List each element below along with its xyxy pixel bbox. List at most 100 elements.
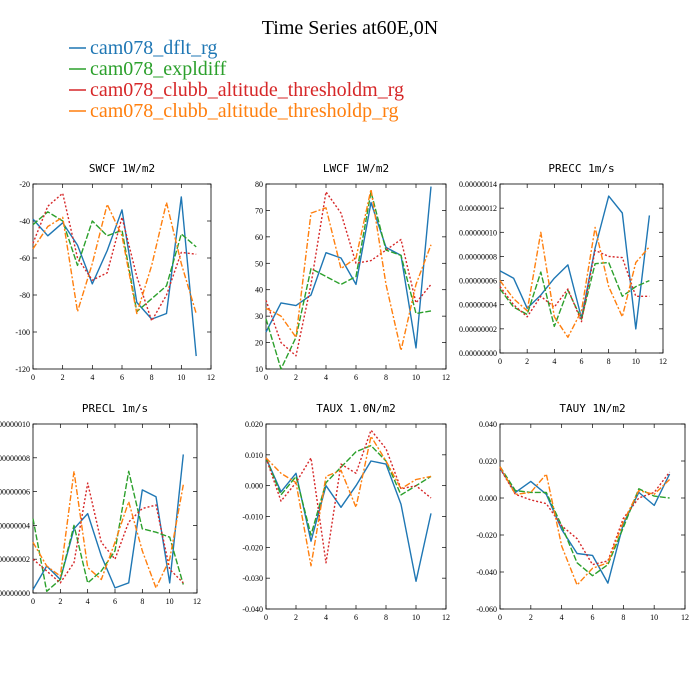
tauy-series-dflt [499,468,671,584]
precl-x-tick-label: 4 [86,597,90,606]
lwcf-y-tick-label: 60 [255,233,263,242]
precc-y-tick-label: 0.00000008 [459,252,497,261]
lwcf-x-tick-label: 8 [384,373,388,382]
swcf-y-tick-label: -80 [19,291,30,300]
swcf-x-tick-label: 8 [150,373,154,382]
lwcf-series-thresholdm [265,191,432,357]
precl-y-tick-label: 0.00000000 [0,589,30,598]
tauy-series-thresholdp [499,466,671,586]
precc-title: PRECC 1m/s [548,162,614,175]
tauy-series-expldiff [499,466,670,577]
taux-y-tick-label: 0.010 [245,451,263,460]
taux-y-tick-label: -0.010 [242,513,263,522]
precl-series-thresholdm [32,482,184,584]
tauy-x-tick-label: 4 [560,613,564,622]
lwcf-y-tick-label: 10 [255,365,263,374]
taux-title: TAUX 1.0N/m2 [316,402,395,415]
lwcf-series-thresholdp [265,188,432,352]
tauy-x-tick-label: 2 [529,613,533,622]
precl-title: PRECL 1m/s [82,402,148,415]
tauy-y-tick-label: -0.040 [476,568,497,577]
tauy-x-tick-label: 10 [650,613,658,622]
precc-series-thresholdp [499,226,650,338]
precl-x-tick-label: 10 [166,597,174,606]
swcf-x-tick-label: 0 [31,373,35,382]
precl-series-dflt [32,454,184,590]
precc-y-tick-label: 0.00000006 [459,277,497,286]
lwcf-y-tick-label: 70 [255,206,263,215]
swcf-x-tick-label: 4 [90,373,94,382]
lwcf-y-tick-label: 50 [255,259,263,268]
tauy-plot-frame [499,423,686,610]
lwcf-y-tick-label: 30 [255,312,263,321]
lwcf-series-expldiff [265,191,432,370]
lwcf-y-tick-label: 20 [255,339,263,348]
swcf-y-tick-label: -120 [15,365,30,374]
taux-x-tick-label: 4 [324,613,328,622]
taux-x-tick-label: 2 [294,613,298,622]
precl-plot-frame [32,423,198,594]
taux-y-tick-label: 0.020 [245,420,263,429]
tauy-x-tick-label: 6 [591,613,595,622]
precc-x-tick-label: 10 [632,357,640,366]
precc-y-tick-label: 0.00000012 [459,204,497,213]
legend-label-expldiff: cam078_expldiff [90,58,227,80]
precc-x-tick-label: 2 [525,357,529,366]
taux-x-tick-label: 6 [354,613,358,622]
precl-x-tick-label: 6 [113,597,117,606]
taux-x-tick-label: 8 [384,613,388,622]
tauy-series-thresholdm [499,468,671,566]
precl-x-tick-label: 8 [140,597,144,606]
lwcf-x-tick-label: 10 [412,373,420,382]
lwcf-x-tick-label: 4 [324,373,328,382]
lwcf-x-tick-label: 0 [264,373,268,382]
precc-y-tick-label: 0.00000000 [459,349,497,358]
precc-series-thresholdm [499,249,650,323]
swcf-series-thresholdp [32,201,197,315]
taux-series-thresholdp [265,435,432,567]
chart-panel-precc: PRECC 1m/s 0 2 4 6 8 10 12 0.00000000 0.00000002 0… [459,162,667,366]
swcf-x-tick-label: 12 [207,373,215,382]
precl-y-tick-label: 0.00000006 [0,488,30,497]
precc-y-tick-label: 0.00000002 [459,325,497,334]
precl-y-tick-label: 0.00000008 [0,454,30,463]
figure-title: Time Series at60E,0N [262,17,438,39]
tauy-x-tick-label: 0 [498,613,502,622]
chart-panel-tauy: TAUY 1N/m2 0 2 4 6 8 10 12 -0.060 -0.040 -0.020 0.0… [476,402,689,622]
precc-y-tick-label: 0.00000004 [459,301,497,310]
precl-y-tick-label: 0.00000010 [0,420,30,429]
taux-series-dflt [265,457,432,582]
chart-panel-precl: PRECL 1m/s 0 2 4 6 8 10 12 0.00000000 0.00000002 0… [0,402,201,606]
taux-x-tick-label: 0 [264,613,268,622]
taux-y-tick-label: -0.030 [242,574,263,583]
taux-x-tick-label: 12 [442,613,450,622]
legend-label-thresholdp: cam078_clubb_altitude_thresholdp_rg [90,100,398,122]
swcf-series-dflt [32,196,197,357]
swcf-title: SWCF 1W/m2 [89,162,155,175]
tauy-x-tick-label: 12 [681,613,689,622]
precc-series-expldiff [499,261,650,328]
chart-panel-swcf: SWCF 1W/m2 0 2 4 6 8 10 12 -120 -100 -80 -60 -40 -20 [15,162,215,382]
swcf-y-tick-label: -20 [19,180,30,189]
legend-label-thresholdm: cam078_clubb_altitude_thresholdm_rg [90,79,404,101]
tauy-y-tick-label: -0.020 [476,531,497,540]
precl-x-tick-label: 0 [31,597,35,606]
swcf-y-tick-label: -100 [15,328,30,337]
swcf-x-tick-label: 6 [120,373,124,382]
precl-x-tick-label: 2 [58,597,62,606]
tauy-y-tick-label: 0.040 [479,420,497,429]
precc-plot-frame [499,183,664,354]
swcf-x-tick-label: 2 [61,373,65,382]
taux-y-tick-label: -0.040 [242,605,263,614]
precl-y-tick-label: 0.00000004 [0,521,30,530]
precc-y-tick-label: 0.00000014 [459,180,497,189]
precc-y-tick-label: 0.00000010 [459,228,497,237]
lwcf-series-dflt [265,186,432,349]
figure-legend: cam078_dflt_rg cam078_expldiff cam078_cl… [69,37,404,122]
lwcf-x-tick-label: 2 [294,373,298,382]
precc-x-tick-label: 4 [552,357,556,366]
legend-entry-dflt: cam078_dflt_rg [69,37,217,59]
precc-x-tick-label: 8 [607,357,611,366]
taux-x-tick-label: 10 [412,613,420,622]
